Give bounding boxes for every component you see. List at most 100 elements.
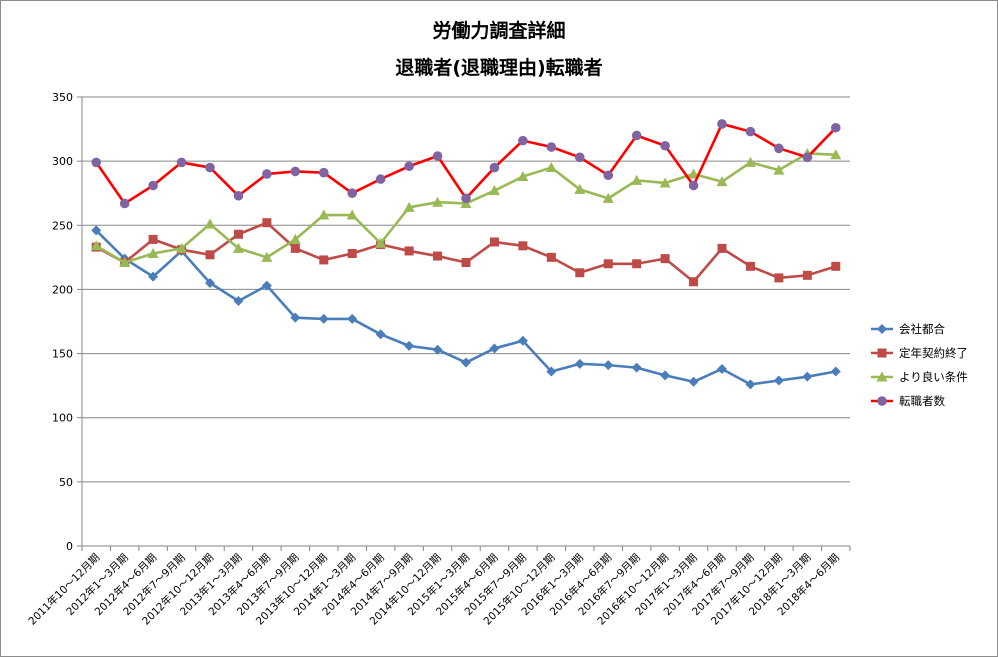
data-point [574,152,585,163]
data-point [745,261,755,271]
legend-item: 定年契約終了 [871,346,968,360]
data-point [717,243,727,253]
data-point [716,176,728,187]
data-point [404,340,415,351]
data-point [802,152,813,163]
y-axis-tick-labels: 0 50 100 150 200 250 300 350 [52,91,73,553]
data-point [774,273,784,283]
data-point [830,149,842,160]
data-point [176,157,187,168]
y-tick-label: 300 [52,155,73,168]
data-point [689,277,699,287]
series-1 [91,225,841,390]
y-tick-label: 50 [59,476,73,489]
data-point [745,126,756,137]
data-point [91,157,102,168]
series-2 [91,218,841,287]
data-point [802,270,812,280]
legend-marker [877,348,887,358]
data-point [346,209,358,220]
data-point [802,371,813,382]
data-point [148,234,158,244]
data-point [603,259,613,269]
data-point [518,241,528,251]
data-point [90,240,102,251]
data-point [717,363,727,374]
data-point [717,119,727,129]
legend-item: 会社都合 [871,322,945,336]
data-point [148,271,159,282]
data-point [262,169,272,179]
data-point [290,312,301,323]
data-point [204,218,216,229]
data-point [319,255,329,265]
y-tick-label: 350 [52,91,73,104]
series-3 [90,147,842,267]
data-point [261,251,273,262]
data-point [830,366,841,377]
data-point [176,242,188,253]
data-point [404,246,414,256]
data-point [688,180,699,191]
y-tick-label: 0 [66,540,73,553]
data-point [375,329,386,340]
data-point [433,251,443,261]
data-point [347,249,357,259]
data-point [318,209,330,220]
data-point [831,261,841,271]
data-point [574,183,586,194]
data-point [233,229,243,239]
data-point [659,177,671,188]
data-point [603,170,614,181]
y-tick-label: 200 [52,283,73,296]
data-point [205,278,215,289]
data-point [119,198,130,209]
data-point [632,259,642,269]
data-point [261,280,272,291]
y-tick-label: 100 [52,412,73,425]
data-point [403,201,415,212]
chart-title-line-2: 退職者(退職理由)転職者 [395,56,602,79]
data-point [489,237,499,247]
data-point [517,335,528,346]
data-point [432,344,443,355]
legend-label: 転職者数 [899,394,945,408]
legend-item: 転職者数 [871,394,945,408]
data-point [660,370,671,381]
data-point [205,162,215,173]
data-point [546,142,557,152]
x-axis-tick-labels: 2011年10～12月期2012年1～3月期2012年4～6月期2012年7～9… [26,551,842,628]
data-point [603,360,614,371]
data-point [318,313,329,324]
data-point [432,196,444,207]
data-point [830,122,841,133]
data-point [631,362,642,373]
gridlines [82,96,850,483]
data-point [546,252,556,262]
data-point [574,358,585,369]
data-point [404,161,414,172]
data-point [660,254,670,264]
data-point [347,188,358,199]
data-point [290,243,300,253]
data-point [375,174,386,184]
data-point [289,233,301,244]
legend-item: より良い条件 [871,370,968,384]
data-point [602,192,614,203]
data-point [518,135,528,146]
data-point [290,166,301,177]
legend-marker [877,324,887,334]
data-point [744,156,756,167]
legend-label: 会社都合 [899,322,945,336]
data-point [688,376,699,387]
data-point [91,225,102,236]
y-tick-label: 250 [52,219,73,232]
data-point [461,193,471,204]
data-point [773,164,785,175]
data-point [688,168,700,179]
data-point [631,130,642,141]
data-point [262,218,272,228]
